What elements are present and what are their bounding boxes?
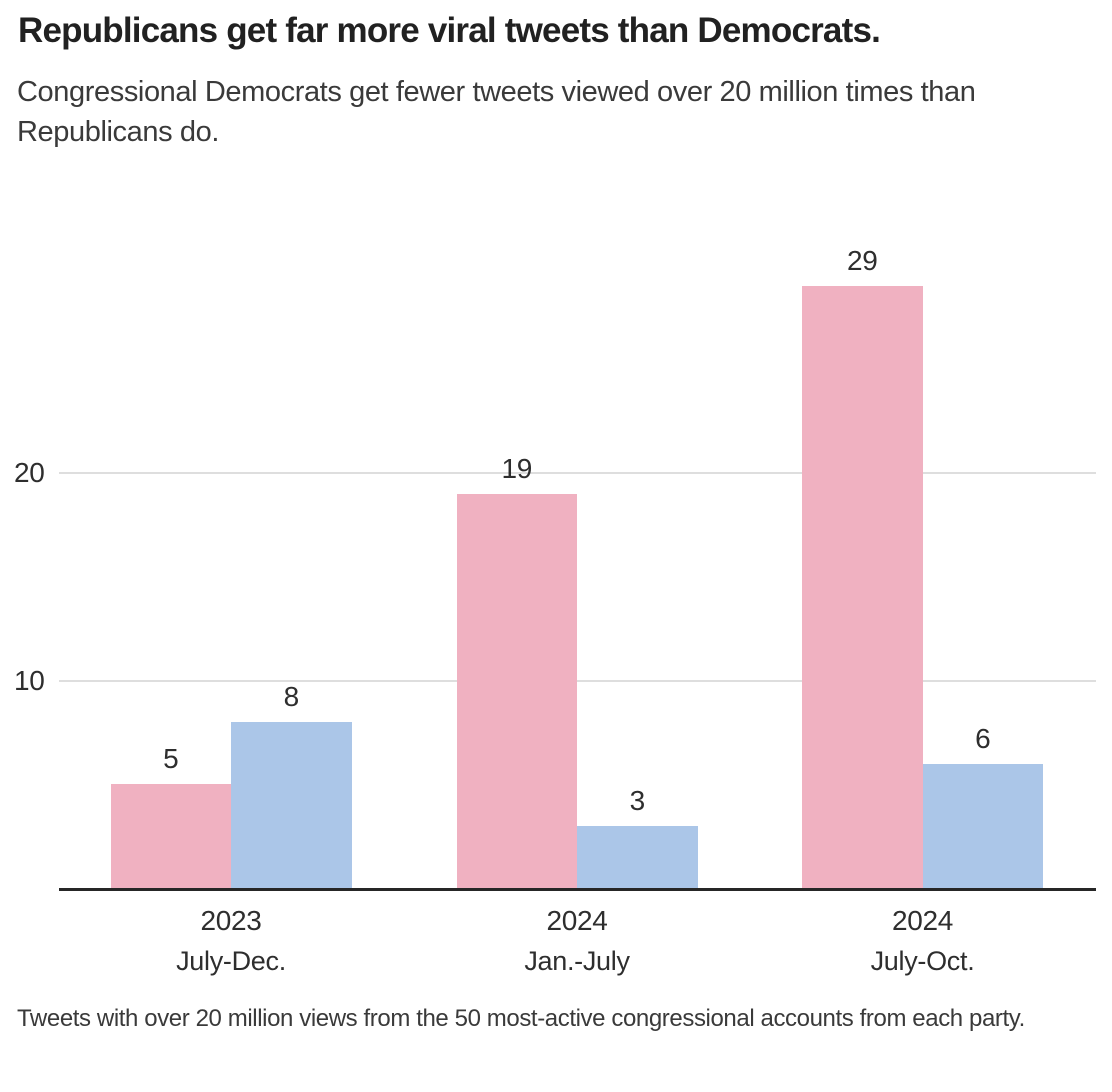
gridline	[59, 679, 1096, 682]
bar-value-label: 8	[283, 681, 300, 712]
gridline	[59, 472, 1096, 474]
x-axis-year-label: 2023	[200, 905, 262, 936]
bar-republicans	[456, 493, 577, 888]
chart-subtitle: Congressional Democrats get fewer tweets…	[17, 76, 976, 148]
bar-republicans	[802, 286, 923, 888]
x-axis-period-label: July-Dec.	[176, 946, 286, 976]
bar-republicans	[110, 784, 231, 888]
bar-value-label: 5	[163, 743, 179, 775]
x-axis-period-label: July-Oct.	[870, 946, 975, 976]
bar-value-label: 29	[846, 245, 878, 277]
bar-democrats	[577, 825, 698, 888]
bar-value-label: 6	[975, 722, 991, 754]
x-axis-year-label: 2024	[891, 905, 954, 936]
x-axis-line	[59, 888, 1096, 891]
chart-title: Republicans get far more viral tweets th…	[18, 11, 881, 50]
y-axis-tick-label: 20	[14, 457, 45, 488]
y-axis-tick-label: 10	[14, 664, 45, 696]
x-axis-period-label: Jan.-July	[524, 946, 630, 976]
x-axis-year-label: 2024	[546, 905, 608, 936]
bar-democrats	[922, 763, 1043, 888]
chart-footnote: Tweets with over 20 million views from t…	[17, 1005, 1025, 1032]
bar-value-label: 19	[501, 452, 533, 484]
bar-value-label: 3	[629, 784, 646, 816]
bar-democrats	[231, 722, 352, 888]
